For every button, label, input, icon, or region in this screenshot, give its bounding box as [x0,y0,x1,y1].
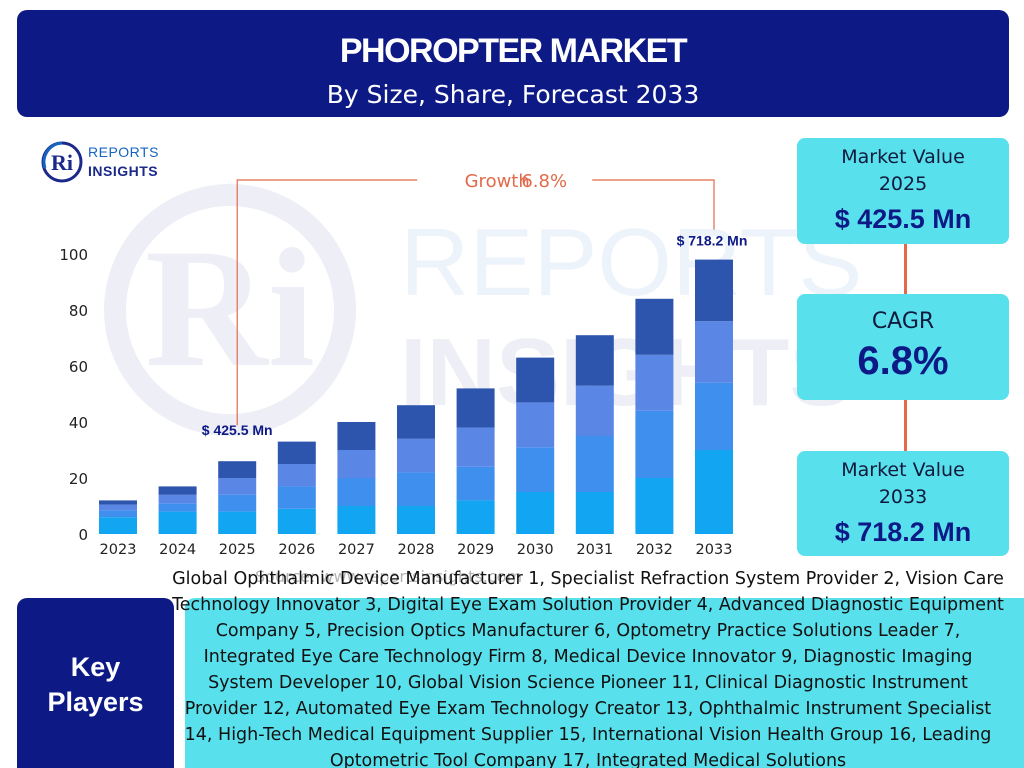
key-players-label-line1: Key [70,652,121,682]
bar-segment [397,506,435,534]
x-tick-label: 2027 [338,542,375,558]
x-tick-label: 2026 [278,542,315,558]
growth-label: Growth [465,171,530,192]
y-tick-label: 0 [78,526,88,544]
card-label: CAGR [871,309,935,334]
logo-text-line1: REPORTS [88,144,159,160]
bar-segment [158,486,197,495]
connector-line-top [904,244,907,294]
start-value-label: $ 425.5 Mn [202,422,273,438]
bar-segment [635,478,674,534]
bar-segment [99,517,137,534]
bar-segment [635,298,674,355]
bar-segment [575,385,614,436]
key-players-label-line2: Players [47,687,144,717]
source-note: Source: www.reportsinsights.com [255,567,523,586]
bar-segment [695,259,733,322]
logo-mark-text: Ri [51,150,73,175]
bar-segment [397,405,435,439]
bar-segment [516,402,555,448]
card-year: 2025 [878,173,928,195]
bar-segment [456,500,495,534]
card-label: Market Value [841,459,965,481]
bar-segment [99,504,137,511]
watermark-line1: REPORTS [400,209,862,316]
bar-segment [218,511,257,534]
brand-logo: Ri REPORTS INSIGHTS [40,140,180,184]
market-value-2025-card: Market Value 2025 $ 425.5 Mn [797,138,1009,244]
x-tick-label: 2025 [219,542,256,558]
bar-segment [337,422,376,450]
market-value-2033-card: Market Value 2033 $ 718.2 Mn [797,451,1009,556]
logo-text-line2: INSIGHTS [88,163,159,179]
key-players-list: Global Ophthalmic Device Manufacturer 1,… [172,569,1004,768]
bar-segment [158,511,197,534]
bar-segment [218,494,257,512]
y-tick-label: 20 [69,470,88,488]
growth-bracket-right [592,179,715,230]
x-tick-label: 2024 [159,542,196,558]
bar-segment [516,447,555,492]
card-year: 2033 [878,486,928,508]
card-value: $ 425.5 Mn [834,204,972,234]
bar-segment [277,486,316,509]
growth-value: 6.8% [521,171,567,192]
bar-segment [99,510,137,518]
bar-segment [695,450,733,534]
bar-segment [277,508,316,534]
bar-segment [218,478,257,495]
bar-segment [456,466,495,501]
connector-line-bottom [904,400,907,451]
market-size-chart: 0 20 40 60 80 100 2023 2024 2025 2026 2027 2028 2029… [59,171,748,558]
watermark-mark: Ri [145,214,315,402]
bar-segment [695,382,733,450]
page-subtitle: By Size, Share, Forecast 2033 [326,80,700,109]
x-tick-label: 2032 [636,542,673,558]
x-tick-label: 2033 [696,542,733,558]
bar-segment [575,335,614,386]
bar-segment [575,436,614,492]
bar-segment [158,503,197,512]
bar-segment [337,478,376,506]
bar-segment [337,450,376,478]
bar-segment [456,388,495,428]
y-tick-label: 40 [69,414,88,432]
y-tick-label: 100 [59,246,88,264]
bar-segment [516,357,555,403]
bar-segment [337,506,376,534]
bar-segment [158,494,197,504]
end-value-label: $ 718.2 Mn [677,233,748,249]
y-tick-label: 60 [69,358,88,376]
logo-mark-icon: Ri [41,141,83,183]
card-label: Market Value [841,146,965,168]
x-tick-label: 2028 [398,542,435,558]
bar-segment [277,464,316,487]
bar-segment [516,492,555,534]
x-tick-label: 2031 [576,542,613,558]
bar-segment [635,410,674,478]
bar-segment [456,427,495,467]
watermark-logo: Ri REPORTS INSIGHTS [104,184,862,436]
cagr-card: CAGR 6.8% [797,294,1009,400]
key-players-label-box: Key Players [17,598,174,768]
header-banner: PHOROPTER MARKET By Size, Share, Forecas… [17,10,1009,117]
x-tick-label: 2029 [457,542,494,558]
x-tick-label: 2030 [517,542,554,558]
page-title: PHOROPTER MARKET [339,32,688,70]
key-players-panel [185,598,1024,768]
bar-segment [695,321,733,383]
card-value: 6.8% [857,339,949,383]
bar-segment [99,500,137,505]
bar-segment [575,492,614,534]
bar-segment [635,354,674,411]
x-tick-label: 2023 [100,542,137,558]
growth-bracket-left [236,179,418,426]
y-tick-label: 80 [69,302,88,320]
bar-segment [277,441,316,464]
bar-segment [397,472,435,506]
card-value: $ 718.2 Mn [834,517,972,547]
bar-segment [218,461,257,478]
bar-segment [397,438,435,473]
